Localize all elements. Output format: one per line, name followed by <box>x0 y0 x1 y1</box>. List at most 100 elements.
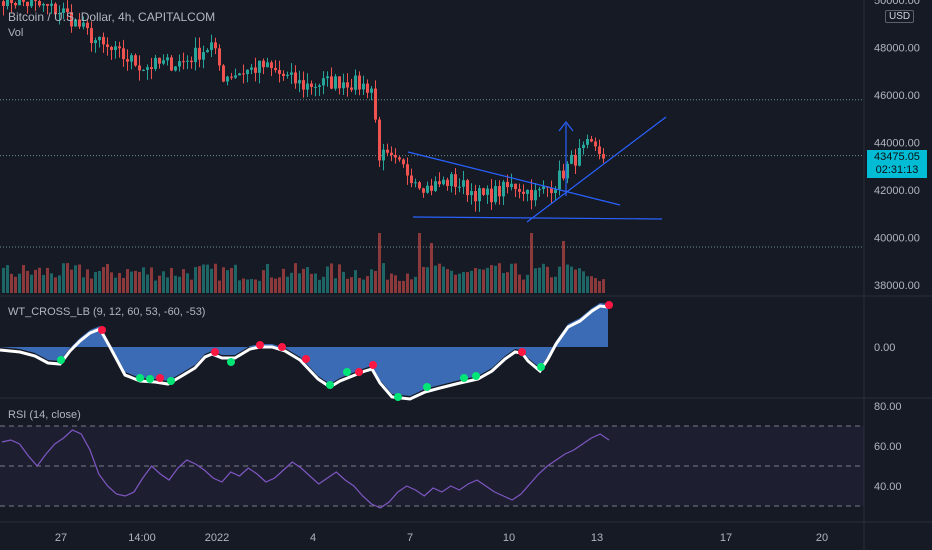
candle-body <box>402 159 405 165</box>
time-tick-label: 10 <box>503 532 515 544</box>
candle-body <box>74 19 77 27</box>
volume-bar <box>514 263 517 293</box>
candle-body <box>174 66 177 71</box>
volume-legend[interactable]: Vol <box>8 27 24 39</box>
volume-bar <box>314 273 317 293</box>
wt-buy-cross-dot <box>537 363 545 371</box>
volume-bar <box>302 268 305 293</box>
candle-body <box>182 61 185 63</box>
currency-button[interactable]: USD <box>885 10 915 23</box>
volume-bar <box>290 272 293 293</box>
candle-body <box>246 69 249 75</box>
candle-body <box>222 65 225 82</box>
candle-body <box>178 61 181 67</box>
candle-body <box>358 75 361 90</box>
wt-buy-cross-dot <box>146 375 154 383</box>
volume-bar <box>182 269 185 293</box>
candle-body <box>186 60 189 62</box>
candle-body <box>506 181 509 188</box>
rsi-legend[interactable]: RSI (14, close) <box>8 409 81 421</box>
candle-body <box>490 188 493 203</box>
candle-body <box>86 22 89 29</box>
volume-bar <box>86 269 89 293</box>
candle-body <box>94 40 97 44</box>
candle-body <box>450 174 453 187</box>
price-tick-label: 48000.00 <box>874 43 920 55</box>
candle-body <box>362 83 365 90</box>
volume-bar <box>394 275 397 293</box>
candle-body <box>214 42 217 49</box>
volume-bar <box>366 276 369 293</box>
candle-body <box>454 174 457 187</box>
volume-bar <box>510 263 513 293</box>
volume-bar <box>122 278 125 293</box>
volume-bar <box>74 265 77 293</box>
candle-body <box>382 149 385 161</box>
volume-bar <box>494 265 497 293</box>
candle-body <box>430 185 433 191</box>
volume-bar <box>246 279 249 293</box>
candle-body <box>226 76 229 82</box>
symbol-title[interactable]: Bitcoin / U.S. Dollar, 4h, CAPITALCOM <box>8 10 216 24</box>
volume-bar <box>22 265 25 293</box>
volume-bar <box>82 277 85 293</box>
candle-body <box>166 57 169 61</box>
candle-body <box>494 186 497 203</box>
volume-bar <box>230 267 233 293</box>
volume-bar <box>30 274 33 293</box>
volume-bar <box>46 267 49 293</box>
rsi-line <box>1 429 610 509</box>
candle-body <box>502 181 505 197</box>
volume-bar <box>66 263 69 293</box>
price-tick-label: 50000.00 <box>874 0 920 7</box>
volume-bar <box>590 276 593 293</box>
volume-bar <box>94 272 97 293</box>
candle-body <box>386 149 389 153</box>
candle-body <box>398 157 401 160</box>
volume-bar <box>442 266 445 293</box>
time-tick-label: 27 <box>55 532 67 544</box>
candle-body <box>230 76 233 78</box>
candle-body <box>242 73 245 75</box>
candle-body <box>474 191 477 202</box>
wt-sell-cross-dot <box>518 348 526 356</box>
volume-bar <box>258 280 261 293</box>
candle-body <box>442 179 445 185</box>
volume-bar <box>50 273 53 293</box>
candle-body <box>218 48 221 66</box>
candle-body <box>38 0 41 6</box>
candle-body <box>390 152 393 156</box>
volume-bar <box>158 275 161 293</box>
candle-body <box>2 1 5 6</box>
candle-body <box>426 185 429 193</box>
wt-cross-legend[interactable]: WT_CROSS_LB (9, 12, 60, 53, -60, -53) <box>8 306 206 318</box>
candle-body <box>14 3 17 6</box>
candle-body <box>18 0 21 6</box>
candle-body <box>326 76 329 79</box>
bar-countdown: 02:31:13 <box>875 164 919 176</box>
volume-bar <box>474 268 477 293</box>
volume-bar <box>90 278 93 293</box>
volume-bar <box>118 272 121 293</box>
volume-bar <box>570 266 573 293</box>
volume-bar <box>466 272 469 293</box>
volume-bar <box>282 268 285 293</box>
candle-body <box>210 42 213 51</box>
rsi-tick-label: 60.00 <box>874 441 902 453</box>
wt-sell-cross-dot <box>98 326 106 334</box>
candle-body <box>286 74 289 76</box>
volume-bar <box>102 267 105 293</box>
candle-body <box>54 3 57 15</box>
candle-body <box>162 60 165 64</box>
candle-body <box>202 52 205 60</box>
volume-bar <box>482 269 485 293</box>
volume-bar <box>526 274 529 293</box>
candle-body <box>370 88 373 93</box>
volume-bar <box>62 263 65 293</box>
volume-bar <box>578 268 581 293</box>
volume-bar <box>138 271 141 293</box>
wt-buy-cross-dot <box>472 372 480 380</box>
volume-bar <box>98 270 101 293</box>
